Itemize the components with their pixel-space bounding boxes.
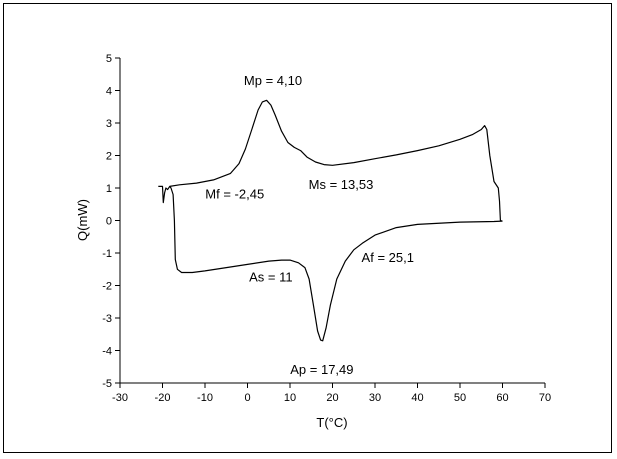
y-tick-label: -4 xyxy=(102,346,112,358)
series-layer xyxy=(158,99,503,342)
x-tick-label: 20 xyxy=(326,392,338,404)
x-tick-label: 10 xyxy=(284,392,296,404)
x-tick-label: -30 xyxy=(112,392,128,404)
x-tick-label: 40 xyxy=(411,392,423,404)
y-tick-label: -3 xyxy=(102,313,112,325)
y-ticks: -5 -4 -3 -2 -1 0 1 2 3 4 5 xyxy=(102,53,120,390)
y-tick-label: 0 xyxy=(106,216,112,228)
y-tick-label: -1 xyxy=(102,248,112,260)
y-tick-label: 5 xyxy=(106,53,112,65)
y-tick-label: 3 xyxy=(106,118,112,130)
x-tick-label: -10 xyxy=(197,392,213,404)
x-tick-label: 0 xyxy=(244,392,250,404)
y-tick-label: -5 xyxy=(102,378,112,390)
annotation-label: As = 11 xyxy=(249,269,292,284)
annotation-label: Mf = -2,45 xyxy=(205,187,264,202)
x-tick-label: 50 xyxy=(454,392,466,404)
x-tick-label: 30 xyxy=(369,392,381,404)
y-tick-label: 4 xyxy=(106,86,112,98)
annotation-label: Ap = 17,49 xyxy=(290,362,353,377)
dsc-curve xyxy=(158,99,503,342)
x-tick-label: 60 xyxy=(496,392,508,404)
annotation-layer: Mp = 4,10 Ms = 13,53 Mf = -2,45 As = 11 Af =… xyxy=(205,73,414,377)
x-ticks: -30 -20 -10 0 10 20 30 40 50 60 70 xyxy=(112,383,551,404)
y-tick-label: 1 xyxy=(106,183,112,195)
annotation-label: Mp = 4,10 xyxy=(244,73,302,88)
annotation-label: Af = 25,1 xyxy=(362,250,414,265)
plot-area: -30 -20 -10 0 10 20 30 40 50 60 70 -5-4-3-2-101234… xyxy=(75,53,551,430)
x-tick-label: 70 xyxy=(539,392,551,404)
y-tick-label: 2 xyxy=(106,151,112,163)
x-axis-label: T(°C) xyxy=(316,415,347,430)
annotation-label: Ms = 13,53 xyxy=(309,177,374,192)
y-tick-label: -2 xyxy=(102,281,112,293)
y-axis-label: Q(mW) xyxy=(75,199,90,241)
figure-frame xyxy=(3,3,612,453)
x-tick-label: -20 xyxy=(155,392,171,404)
